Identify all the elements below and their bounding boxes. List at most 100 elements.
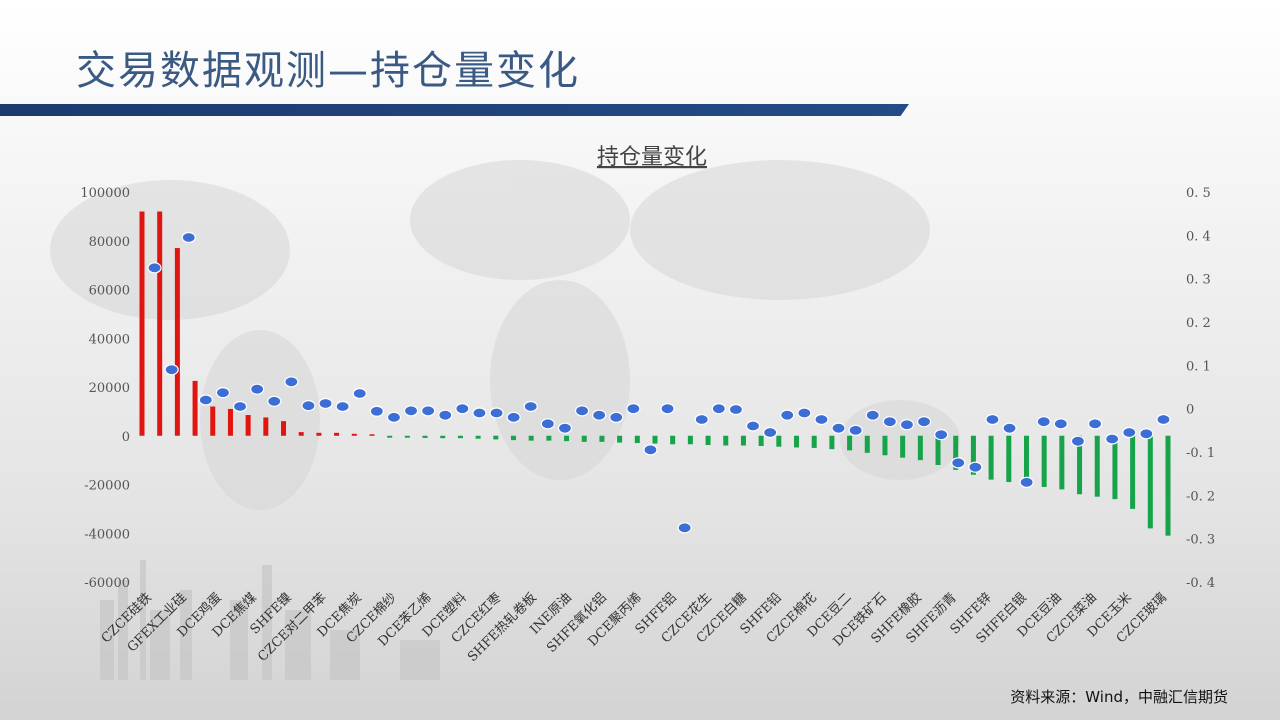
dot-point: [489, 407, 504, 419]
left-axis-tick-label: 80000: [89, 235, 130, 250]
bar: [687, 435, 693, 445]
bar: [617, 435, 623, 443]
bar: [227, 408, 233, 436]
dot-point: [1105, 433, 1120, 445]
dot-point: [968, 461, 983, 473]
dot-point: [147, 262, 162, 274]
dot-point: [831, 422, 846, 434]
dot-point: [164, 364, 179, 376]
bar: [723, 435, 729, 446]
bar: [440, 435, 446, 439]
dot-point: [780, 409, 795, 421]
dot-point: [643, 444, 658, 456]
dot-point: [865, 409, 880, 421]
dot-point: [438, 409, 453, 421]
left-axis-tick-label: 40000: [89, 332, 130, 347]
bar: [192, 380, 198, 436]
bar: [1006, 435, 1012, 483]
dot-point: [284, 376, 299, 388]
dot-point: [763, 426, 778, 439]
source-note: 资料来源：Wind，中融汇信期货: [1010, 688, 1228, 706]
dot-point: [677, 522, 692, 534]
bar: [564, 435, 570, 442]
right-axis-ticks: 0. 5 0. 4 0. 3 0. 2 0. 1 0 -0. 1 -0. 2 -0. 3 -0. …: [1186, 186, 1215, 591]
dot-point: [592, 409, 607, 421]
bar: [493, 435, 499, 440]
dot-point: [951, 457, 966, 469]
bar: [387, 435, 393, 438]
bar: [1112, 435, 1118, 500]
dot-point: [455, 403, 470, 415]
dot-point: [335, 400, 350, 413]
left-axis-tick-label: 100000: [80, 186, 130, 201]
left-axis-tick-label: -60000: [84, 576, 130, 591]
dot-point: [301, 400, 316, 412]
bar: [581, 435, 587, 442]
bar: [263, 417, 269, 436]
bar: [811, 435, 817, 448]
chart-title: 持仓量变化: [597, 145, 707, 170]
bar: [174, 248, 180, 436]
bar: [670, 435, 676, 445]
dot-point: [728, 403, 744, 416]
dot-point: [626, 403, 641, 415]
dot-point: [916, 416, 932, 428]
dot-point: [523, 400, 538, 413]
left-axis-tick-label: -40000: [84, 527, 130, 542]
right-axis-tick-label: -0. 4: [1186, 576, 1215, 591]
left-axis-tick-label: -20000: [84, 479, 130, 494]
right-axis-tick-label: 0. 2: [1186, 316, 1211, 331]
bar: [245, 415, 251, 436]
bar: [1147, 435, 1153, 529]
dot-point: [403, 405, 419, 417]
bar: [917, 435, 923, 461]
right-axis-tick-label: 0. 1: [1186, 359, 1211, 374]
bar: [900, 435, 906, 458]
bar: [864, 435, 870, 453]
dot-point: [369, 405, 384, 417]
bar: [740, 435, 746, 446]
dot-point: [1036, 416, 1051, 428]
dot-point: [421, 405, 436, 417]
right-axis-tick-label: -0. 2: [1186, 489, 1215, 504]
bar: [652, 435, 658, 444]
bar: [510, 435, 516, 441]
bar: [546, 435, 552, 441]
left-axis-ticks: 100000 80000 60000 40000 20000 0 -20000 -40000 -…: [80, 186, 130, 591]
dot-point: [797, 407, 812, 419]
dot-point: [318, 397, 333, 410]
bar: [422, 435, 428, 438]
bar: [334, 432, 340, 436]
right-axis-tick-label: 0. 3: [1186, 273, 1211, 288]
dot-point: [1019, 476, 1034, 488]
left-axis-tick-label: 20000: [89, 381, 130, 396]
dot-series: [147, 231, 1171, 534]
right-axis-tick-label: 0: [1186, 403, 1194, 418]
dot-point: [540, 418, 555, 430]
right-axis-tick-label: -0. 1: [1186, 446, 1215, 461]
bar: [157, 211, 163, 436]
bar: [970, 435, 976, 475]
dot-point: [1053, 418, 1068, 430]
dot-point: [660, 403, 675, 415]
bar: [953, 435, 959, 470]
dot-point: [1002, 422, 1017, 434]
bar: [599, 435, 605, 442]
dot-point: [352, 387, 367, 400]
bar: [475, 435, 481, 439]
bar: [1094, 435, 1100, 497]
dot-point: [386, 411, 402, 423]
dot-point: [472, 407, 487, 419]
bar: [634, 435, 640, 444]
dot-point: [198, 394, 213, 406]
dot-point: [745, 420, 761, 432]
dot-point: [609, 411, 624, 423]
bar: [1130, 435, 1136, 509]
dot-point: [711, 403, 726, 415]
category-labels: CZCE硅铁GFEX工业硅DCE鸡蛋DCE焦煤SHFE镍CZCE对二甲苯DCE焦…: [99, 590, 1170, 665]
dot-point: [814, 413, 829, 426]
dot-point: [1070, 435, 1086, 447]
bar: [316, 432, 322, 436]
